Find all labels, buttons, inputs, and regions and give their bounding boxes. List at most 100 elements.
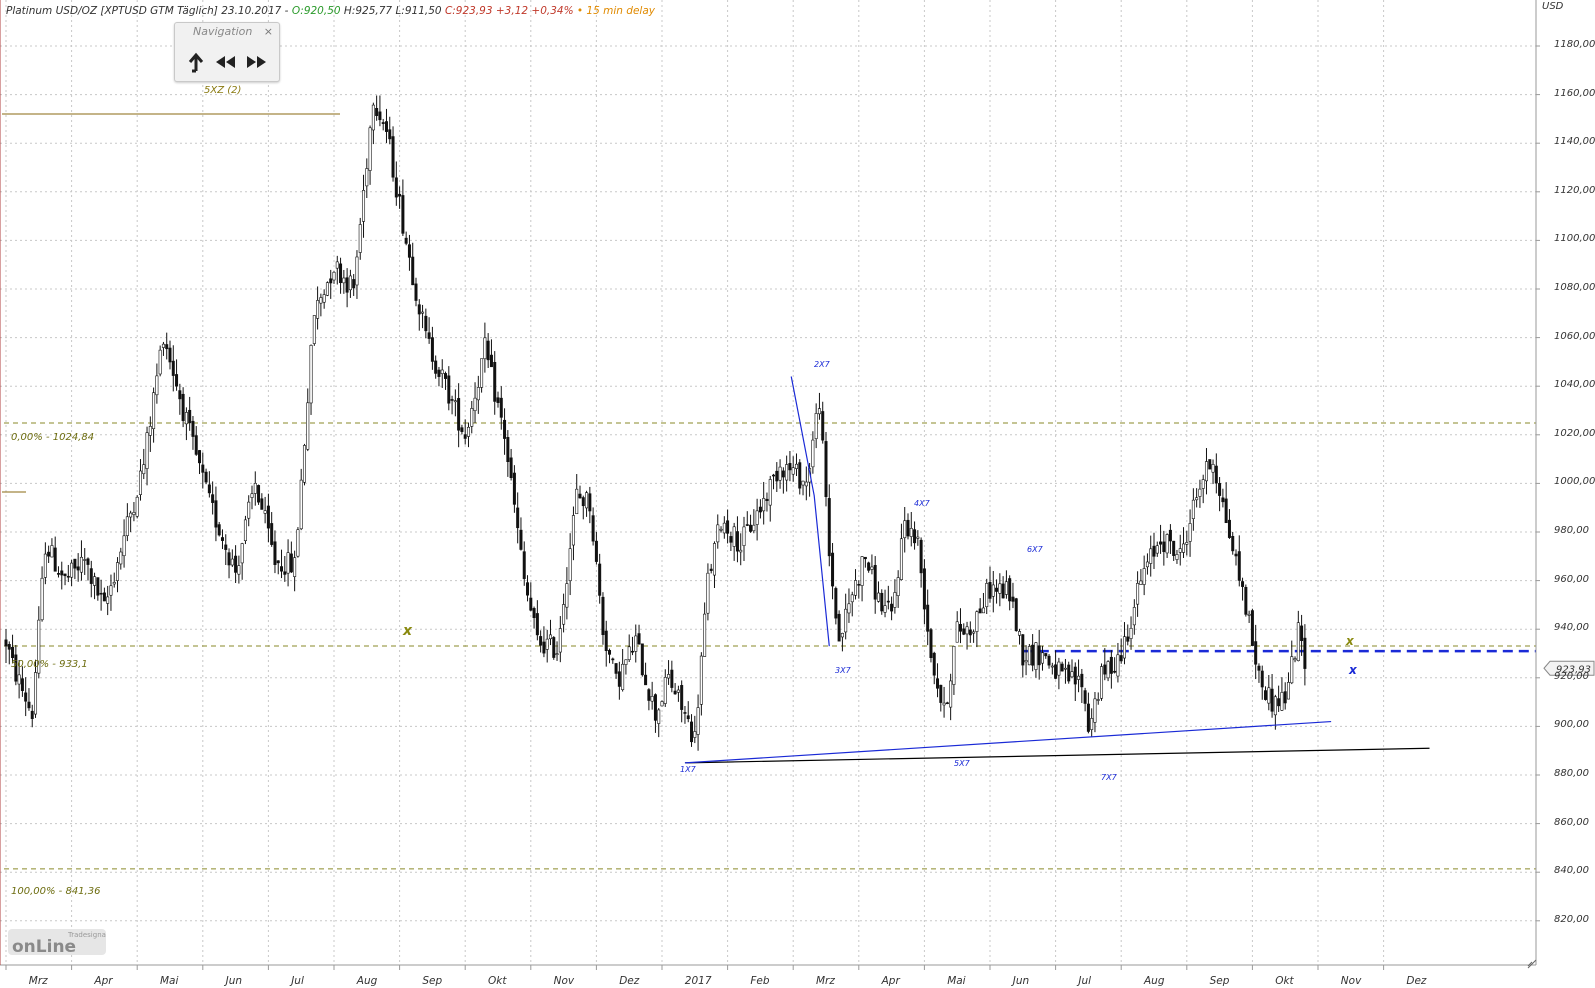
candle-body [152,392,156,430]
candle-body [1152,545,1156,557]
candle-body [1090,718,1094,730]
candle-body [116,562,120,581]
candle-body [168,347,172,363]
candle-body [955,621,959,643]
candle-body [588,493,592,512]
candle-body [981,607,985,614]
candle-body [1047,655,1051,666]
candle-body [1034,642,1038,670]
candle-body [224,544,228,550]
candle-body [555,653,559,655]
candle-body [1126,636,1130,642]
candle-body [968,629,972,636]
candle-body [1221,497,1225,503]
candle-body [1237,551,1241,581]
candle-body [1103,664,1107,675]
candle-body [1241,581,1245,587]
arrow-up-icon[interactable] [183,49,209,75]
candle-body [932,652,936,676]
candle-body [683,712,687,714]
candle-body [863,556,867,560]
high-value: H:925,77 [343,5,393,17]
candle-body [63,573,67,577]
candle-body [188,409,192,424]
x-tick-label: Aug [1144,975,1165,987]
candle-body [122,535,126,557]
candle-body [496,397,500,403]
candle-body [565,583,569,608]
candle-body [335,261,339,269]
candle-body [43,553,47,578]
candle-body [542,641,546,654]
trendlines[interactable] [684,376,1430,764]
candle-body [972,631,976,634]
y-tick-label: 820,00 [1554,913,1589,925]
candle-body [480,358,484,388]
candle-body [250,493,254,498]
wave-label-5: 5X7 [954,759,970,768]
candle-body [909,528,913,537]
candle-body [545,638,549,650]
rewind-icon[interactable] [213,49,239,75]
candle-body [653,694,657,721]
candle-body [850,594,854,603]
candle-body [34,672,38,715]
candle-body [657,709,661,724]
delay-note: • 15 min delay [576,5,655,17]
candle-body [821,411,825,441]
candle-body [562,604,566,625]
candle-body [322,294,326,303]
resize-grip-icon[interactable] [1527,959,1537,969]
x-marker-large: x [403,623,413,639]
candle-body [1280,692,1284,711]
x-tick-label: Aug [356,975,378,987]
candle-body [1254,641,1258,665]
candle-body [1106,661,1110,679]
candle-body [260,498,264,510]
y-tick-label: 860,00 [1554,816,1589,828]
candle-body [1188,523,1192,542]
candle-body [660,701,664,707]
candle-body [1267,687,1271,704]
x-tick-label: Feb [750,975,770,987]
candle-body [247,501,251,519]
candle-body [194,435,198,455]
candle-body [526,582,530,596]
candle-body [578,493,582,499]
candle-body [384,121,388,132]
candle-body [411,256,415,286]
navigation-panel[interactable]: Navigation × [174,22,280,82]
y-tick-label: 920,00 [1554,670,1589,682]
candle-body [60,570,64,576]
candle-body [854,580,858,596]
candle-body [1286,682,1290,700]
candle-body [329,278,333,284]
candle-body [148,426,152,436]
candle-body [831,552,835,587]
candle-body [30,710,34,719]
candle-body [362,190,366,222]
candle-body [1083,690,1087,704]
candle-body [142,464,146,475]
candle-body [962,628,966,635]
candle-body [624,659,628,665]
candle-body [1273,696,1277,716]
wave-label-4: 4X7 [914,499,930,508]
x-tick-label: Okt [1275,975,1294,987]
candle-body [388,129,392,140]
close-icon[interactable]: × [263,25,273,38]
candle-body [37,619,41,674]
candle-body [1139,580,1143,585]
candle-body [280,566,284,572]
candle-body [1283,691,1287,704]
candle-body [11,646,15,658]
candle-body [1018,631,1022,636]
fast-forward-icon[interactable] [243,49,269,75]
candle-body [742,526,746,546]
candle-body [1218,483,1222,496]
y-axis-unit: USD [1542,1,1564,12]
candle-body [772,474,776,477]
open-value: O:920,50 [291,5,341,17]
